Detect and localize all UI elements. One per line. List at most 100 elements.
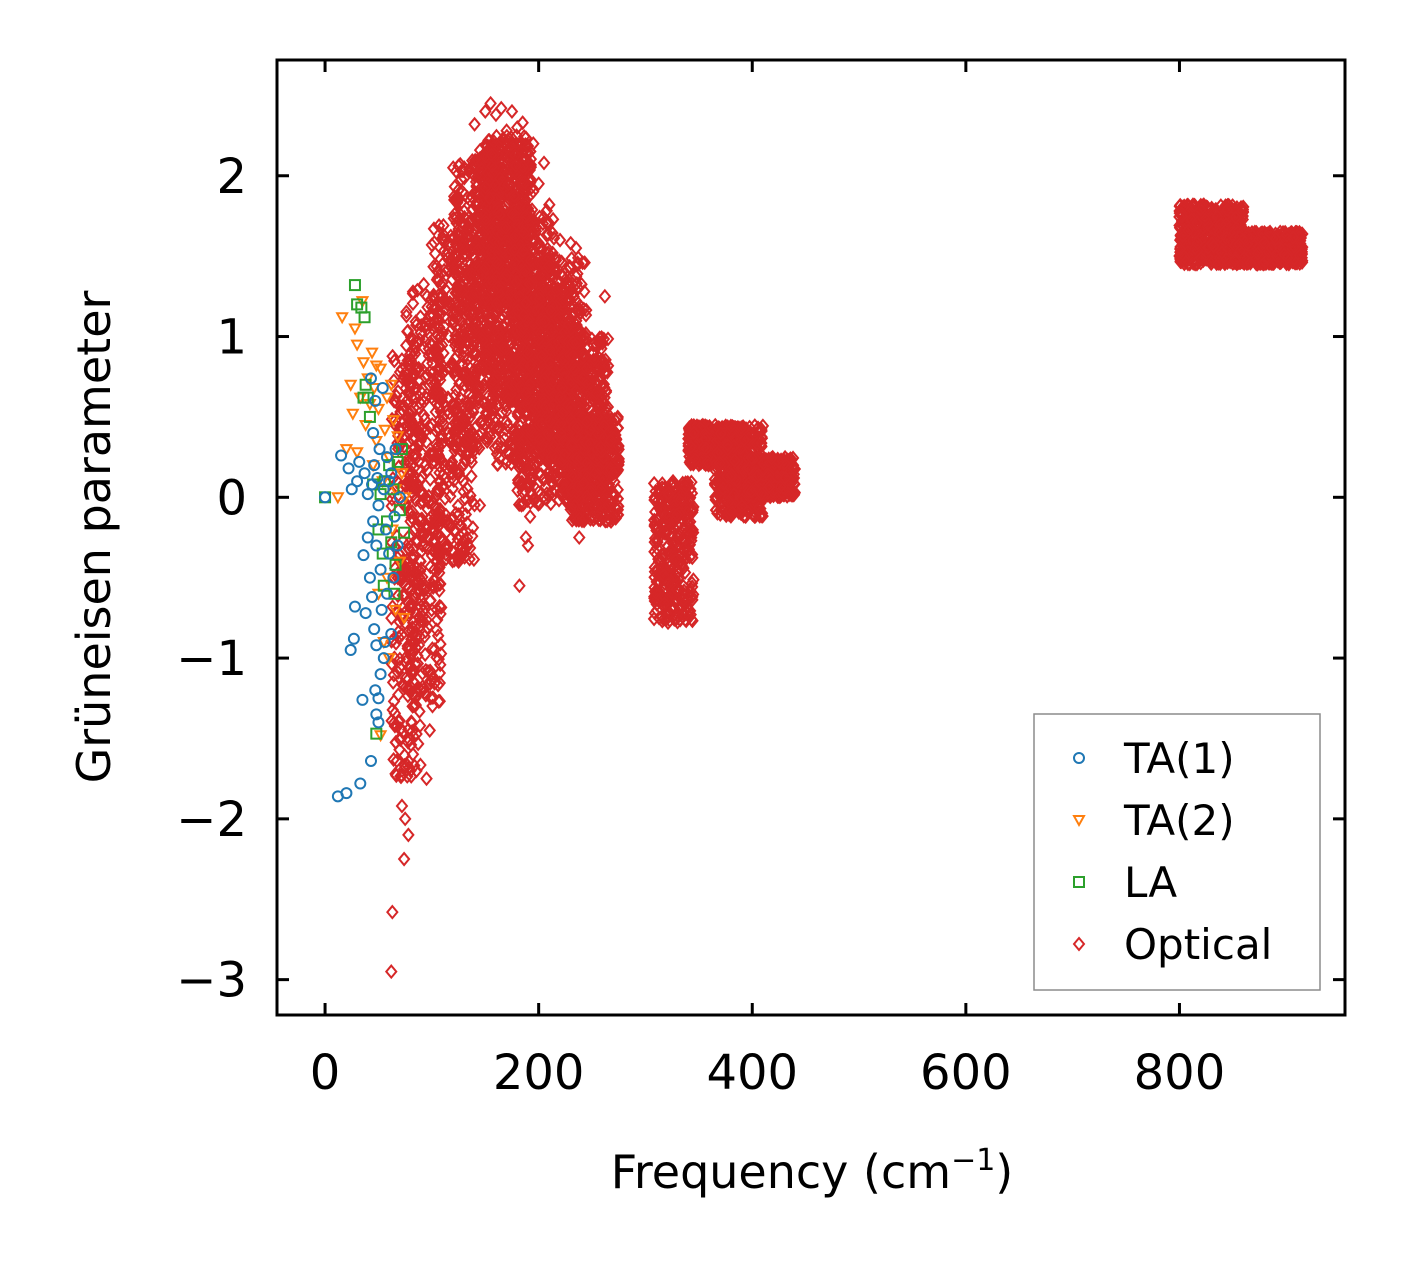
optical-point: [452, 548, 465, 564]
plot-area: [319, 95, 1309, 980]
optical-point: [456, 238, 469, 254]
optical-point: [404, 329, 418, 346]
optical-point: [500, 293, 514, 309]
optical-point: [463, 428, 476, 444]
optical-point: [508, 242, 521, 258]
optical-point: [519, 408, 533, 424]
optical-point: [426, 698, 439, 714]
optical-point: [555, 426, 568, 442]
optical-point: [512, 200, 526, 216]
optical-point: [426, 689, 440, 706]
optical-point: [540, 281, 554, 297]
optical-point: [386, 674, 400, 690]
optical-point: [433, 665, 447, 681]
optical-point: [456, 291, 470, 307]
optical-point: [499, 366, 512, 382]
optical-point: [491, 200, 505, 216]
optical-point: [436, 387, 449, 403]
optical-point: [388, 560, 402, 576]
optical-point: [556, 477, 569, 494]
optical-point: [491, 304, 505, 320]
optical-point: [414, 553, 427, 570]
optical-point: [456, 216, 470, 232]
optical-point: [516, 468, 530, 484]
optical-point: [415, 569, 429, 585]
optical-point: [462, 387, 476, 403]
optical-point: [507, 188, 521, 204]
optical-point: [595, 330, 608, 346]
optical-point: [516, 174, 529, 190]
optical-point: [534, 325, 547, 341]
optical-point: [533, 431, 547, 447]
optical-point: [415, 392, 428, 408]
optical-point: [505, 376, 518, 392]
optical-point: [407, 728, 420, 744]
optical-point: [461, 336, 475, 352]
optical-point: [509, 158, 523, 174]
optical-point: [413, 718, 427, 734]
optical-point: [566, 334, 580, 350]
optical-point: [415, 421, 429, 437]
optical-point: [479, 260, 493, 276]
optical-point: [437, 364, 451, 380]
optical-point: [506, 173, 520, 189]
optical-point: [476, 380, 489, 396]
optical-point: [524, 423, 538, 439]
optical-point: [430, 553, 443, 569]
optical-point: [385, 610, 398, 626]
optical-point: [533, 495, 547, 511]
optical-point: [458, 377, 471, 393]
optical-point: [435, 427, 449, 443]
optical-point: [544, 316, 557, 332]
optical-point: [523, 332, 536, 348]
optical-point: [458, 411, 472, 427]
optical-point: [395, 566, 409, 583]
optical-point: [431, 443, 445, 459]
optical-point: [486, 282, 500, 298]
optical-point: [399, 562, 412, 578]
optical-point: [545, 401, 558, 417]
optical-point: [426, 641, 439, 657]
optical-point: [412, 364, 426, 380]
optical-point: [426, 494, 439, 510]
optical-point: [417, 582, 431, 598]
optical-point: [386, 348, 399, 364]
optical-point: [585, 331, 599, 347]
optical-point: [409, 390, 423, 406]
optical-point: [430, 622, 443, 638]
optical-point: [540, 227, 553, 243]
optical-point: [429, 380, 442, 397]
optical-point: [491, 438, 504, 454]
optical-point: [430, 300, 444, 316]
optical-point: [387, 693, 401, 709]
optical-point: [573, 386, 587, 402]
optical-point: [546, 211, 560, 227]
optical-point: [458, 292, 472, 308]
optical-point: [423, 663, 437, 679]
optical-point: [431, 311, 445, 327]
optical-point: [459, 506, 473, 523]
optical-point: [542, 258, 556, 274]
optical-point: [417, 407, 431, 424]
optical-point: [517, 495, 530, 511]
optical-point: [568, 305, 582, 321]
optical-point: [486, 353, 500, 369]
optical-point: [448, 179, 462, 195]
optical-point: [493, 450, 506, 466]
optical-point: [450, 402, 464, 418]
optical-point: [438, 490, 452, 507]
optical-point: [438, 293, 452, 309]
optical-point: [418, 423, 432, 439]
optical-point: [445, 356, 458, 372]
optical-point: [434, 328, 447, 345]
optical-point: [555, 280, 569, 296]
optical-point: [398, 476, 412, 492]
optical-point: [499, 220, 513, 236]
optical-point: [538, 313, 552, 330]
optical-point: [542, 226, 555, 242]
optical-point: [385, 713, 398, 729]
optical-point: [431, 677, 445, 693]
optical-point: [450, 281, 464, 297]
optical-point: [554, 389, 567, 405]
optical-point: [591, 375, 604, 391]
